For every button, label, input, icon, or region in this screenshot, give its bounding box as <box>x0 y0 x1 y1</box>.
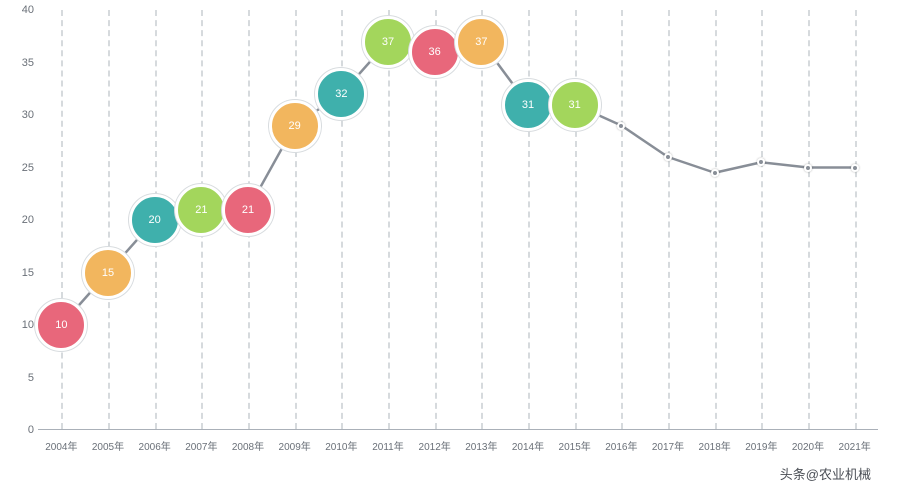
y-tick-label: 25 <box>10 162 34 174</box>
grid-vline <box>528 10 530 429</box>
data-bubble: 21 <box>175 184 227 236</box>
x-tick-label: 2020年 <box>792 438 824 453</box>
grid-vline <box>108 10 110 429</box>
y-tick-label: 35 <box>10 57 34 69</box>
x-tick-label: 2021年 <box>839 438 871 453</box>
data-bubble: 37 <box>455 16 507 68</box>
x-tick-label: 2015年 <box>559 438 591 453</box>
data-bubble: 31 <box>502 79 554 131</box>
grid-vline <box>621 10 623 429</box>
data-dot <box>664 153 672 161</box>
x-tick-label: 2006年 <box>139 438 171 453</box>
x-tick-label: 2011年 <box>372 438 404 453</box>
y-tick-label: 15 <box>10 267 34 279</box>
data-bubble: 15 <box>82 247 134 299</box>
x-tick-label: 2005年 <box>92 438 124 453</box>
y-tick-label: 5 <box>10 372 34 384</box>
x-tick-label: 2012年 <box>419 438 451 453</box>
data-dot <box>851 164 859 172</box>
watermark-text: 头条@农业机械 <box>777 463 874 484</box>
line-chart: 0510152025303540101520212129323736373131… <box>38 10 878 460</box>
data-bubble: 37 <box>362 16 414 68</box>
grid-vline <box>388 10 390 429</box>
grid-vline <box>61 10 63 429</box>
grid-vline <box>481 10 483 429</box>
data-bubble: 29 <box>269 100 321 152</box>
grid-vline <box>761 10 763 429</box>
x-tick-label: 2004年 <box>45 438 77 453</box>
x-tick-label: 2019年 <box>745 438 777 453</box>
x-tick-label: 2008年 <box>232 438 264 453</box>
y-tick-label: 30 <box>10 109 34 121</box>
y-tick-label: 10 <box>10 319 34 331</box>
data-dot <box>757 158 765 166</box>
data-dot <box>804 164 812 172</box>
x-tick-label: 2016年 <box>605 438 637 453</box>
data-bubble: 21 <box>222 184 274 236</box>
grid-vline <box>808 10 810 429</box>
x-tick-label: 2018年 <box>699 438 731 453</box>
x-tick-label: 2009年 <box>279 438 311 453</box>
grid-vline <box>575 10 577 429</box>
grid-vline <box>295 10 297 429</box>
plot-area: 0510152025303540101520212129323736373131 <box>38 10 878 430</box>
x-tick-label: 2010年 <box>325 438 357 453</box>
y-tick-label: 20 <box>10 214 34 226</box>
grid-vline <box>855 10 857 429</box>
x-tick-label: 2014年 <box>512 438 544 453</box>
x-tick-label: 2013年 <box>465 438 497 453</box>
x-tick-label: 2007年 <box>185 438 217 453</box>
x-tick-label: 2017年 <box>652 438 684 453</box>
y-tick-label: 0 <box>10 424 34 436</box>
grid-vline <box>715 10 717 429</box>
y-tick-label: 40 <box>10 4 34 16</box>
data-bubble: 36 <box>409 26 461 78</box>
data-dot <box>617 122 625 130</box>
data-bubble: 32 <box>315 68 367 120</box>
data-bubble: 31 <box>549 79 601 131</box>
grid-vline <box>668 10 670 429</box>
data-dot <box>711 169 719 177</box>
data-bubble: 10 <box>35 299 87 351</box>
data-bubble: 20 <box>129 194 181 246</box>
